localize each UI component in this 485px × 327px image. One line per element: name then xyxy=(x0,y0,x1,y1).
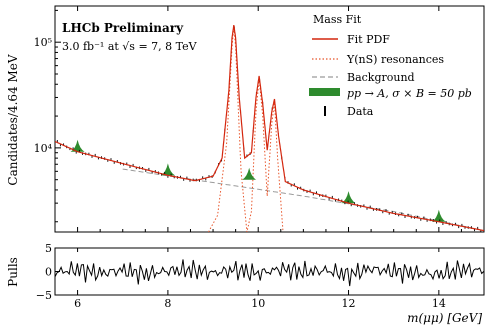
legend-label-data: Data xyxy=(347,105,374,118)
pulls-y-tick-label: −5 xyxy=(36,289,52,302)
main-plot-marks xyxy=(55,25,485,233)
pulls-x-tick-label: 14 xyxy=(432,297,446,310)
legend-label-upsilon: Υ(nS) resonances xyxy=(346,53,444,66)
luminosity-energy-label: 3.0 fb⁻¹ at √s = 7, 8 TeV xyxy=(62,40,198,53)
signal-peak-14 xyxy=(431,209,446,222)
pulls-plot-frame xyxy=(54,247,485,296)
pulls-ticks: 6 8 10 12 14 5 0 −5 xyxy=(36,242,446,310)
legend-title: Mass Fit xyxy=(313,13,362,26)
y-axis-label-main: Candidates/4.64 MeV xyxy=(6,54,20,185)
pulls-x-tick-label: 6 xyxy=(74,297,81,310)
pulls-y-tick-label: 0 xyxy=(45,266,52,279)
legend-label-fit-pdf: Fit PDF xyxy=(347,33,390,46)
y-axis-label-pulls: Pulls xyxy=(6,257,20,287)
main-plot-frame xyxy=(54,5,485,233)
legend: Mass Fit Fit PDF Υ(nS) resonances Backgr… xyxy=(309,13,472,118)
pulls-plot-marks xyxy=(54,259,485,287)
signal-peak-9.8 xyxy=(242,167,257,180)
x-axis-label: m(μμ) [GeV] xyxy=(407,311,482,325)
pulls-x-tick-label: 10 xyxy=(251,297,265,310)
main-y-tick-label: 10⁴ xyxy=(34,142,53,155)
main-y-tick-label: 10⁵ xyxy=(34,36,52,49)
lhcb-preliminary-label: LHCb Preliminary xyxy=(62,21,184,35)
signal-peak-12 xyxy=(341,191,356,204)
pulls-curve xyxy=(54,259,485,287)
pulls-x-tick-label: 8 xyxy=(164,297,171,310)
signal-peak-6 xyxy=(70,139,85,152)
pulls-y-tick-label: 5 xyxy=(45,242,52,255)
fit-pdf-curve xyxy=(55,25,484,232)
background-curve xyxy=(122,168,485,232)
legend-label-signal: pp → A, σ × B = 50 pb xyxy=(347,87,472,100)
legend-swatch-signal xyxy=(309,88,340,96)
upsilon-resonances-curve xyxy=(208,26,284,232)
pulls-x-tick-label: 12 xyxy=(342,297,356,310)
main-ticks: 10⁴ 10⁵ xyxy=(34,6,485,232)
legend-label-background: Background xyxy=(347,71,415,84)
